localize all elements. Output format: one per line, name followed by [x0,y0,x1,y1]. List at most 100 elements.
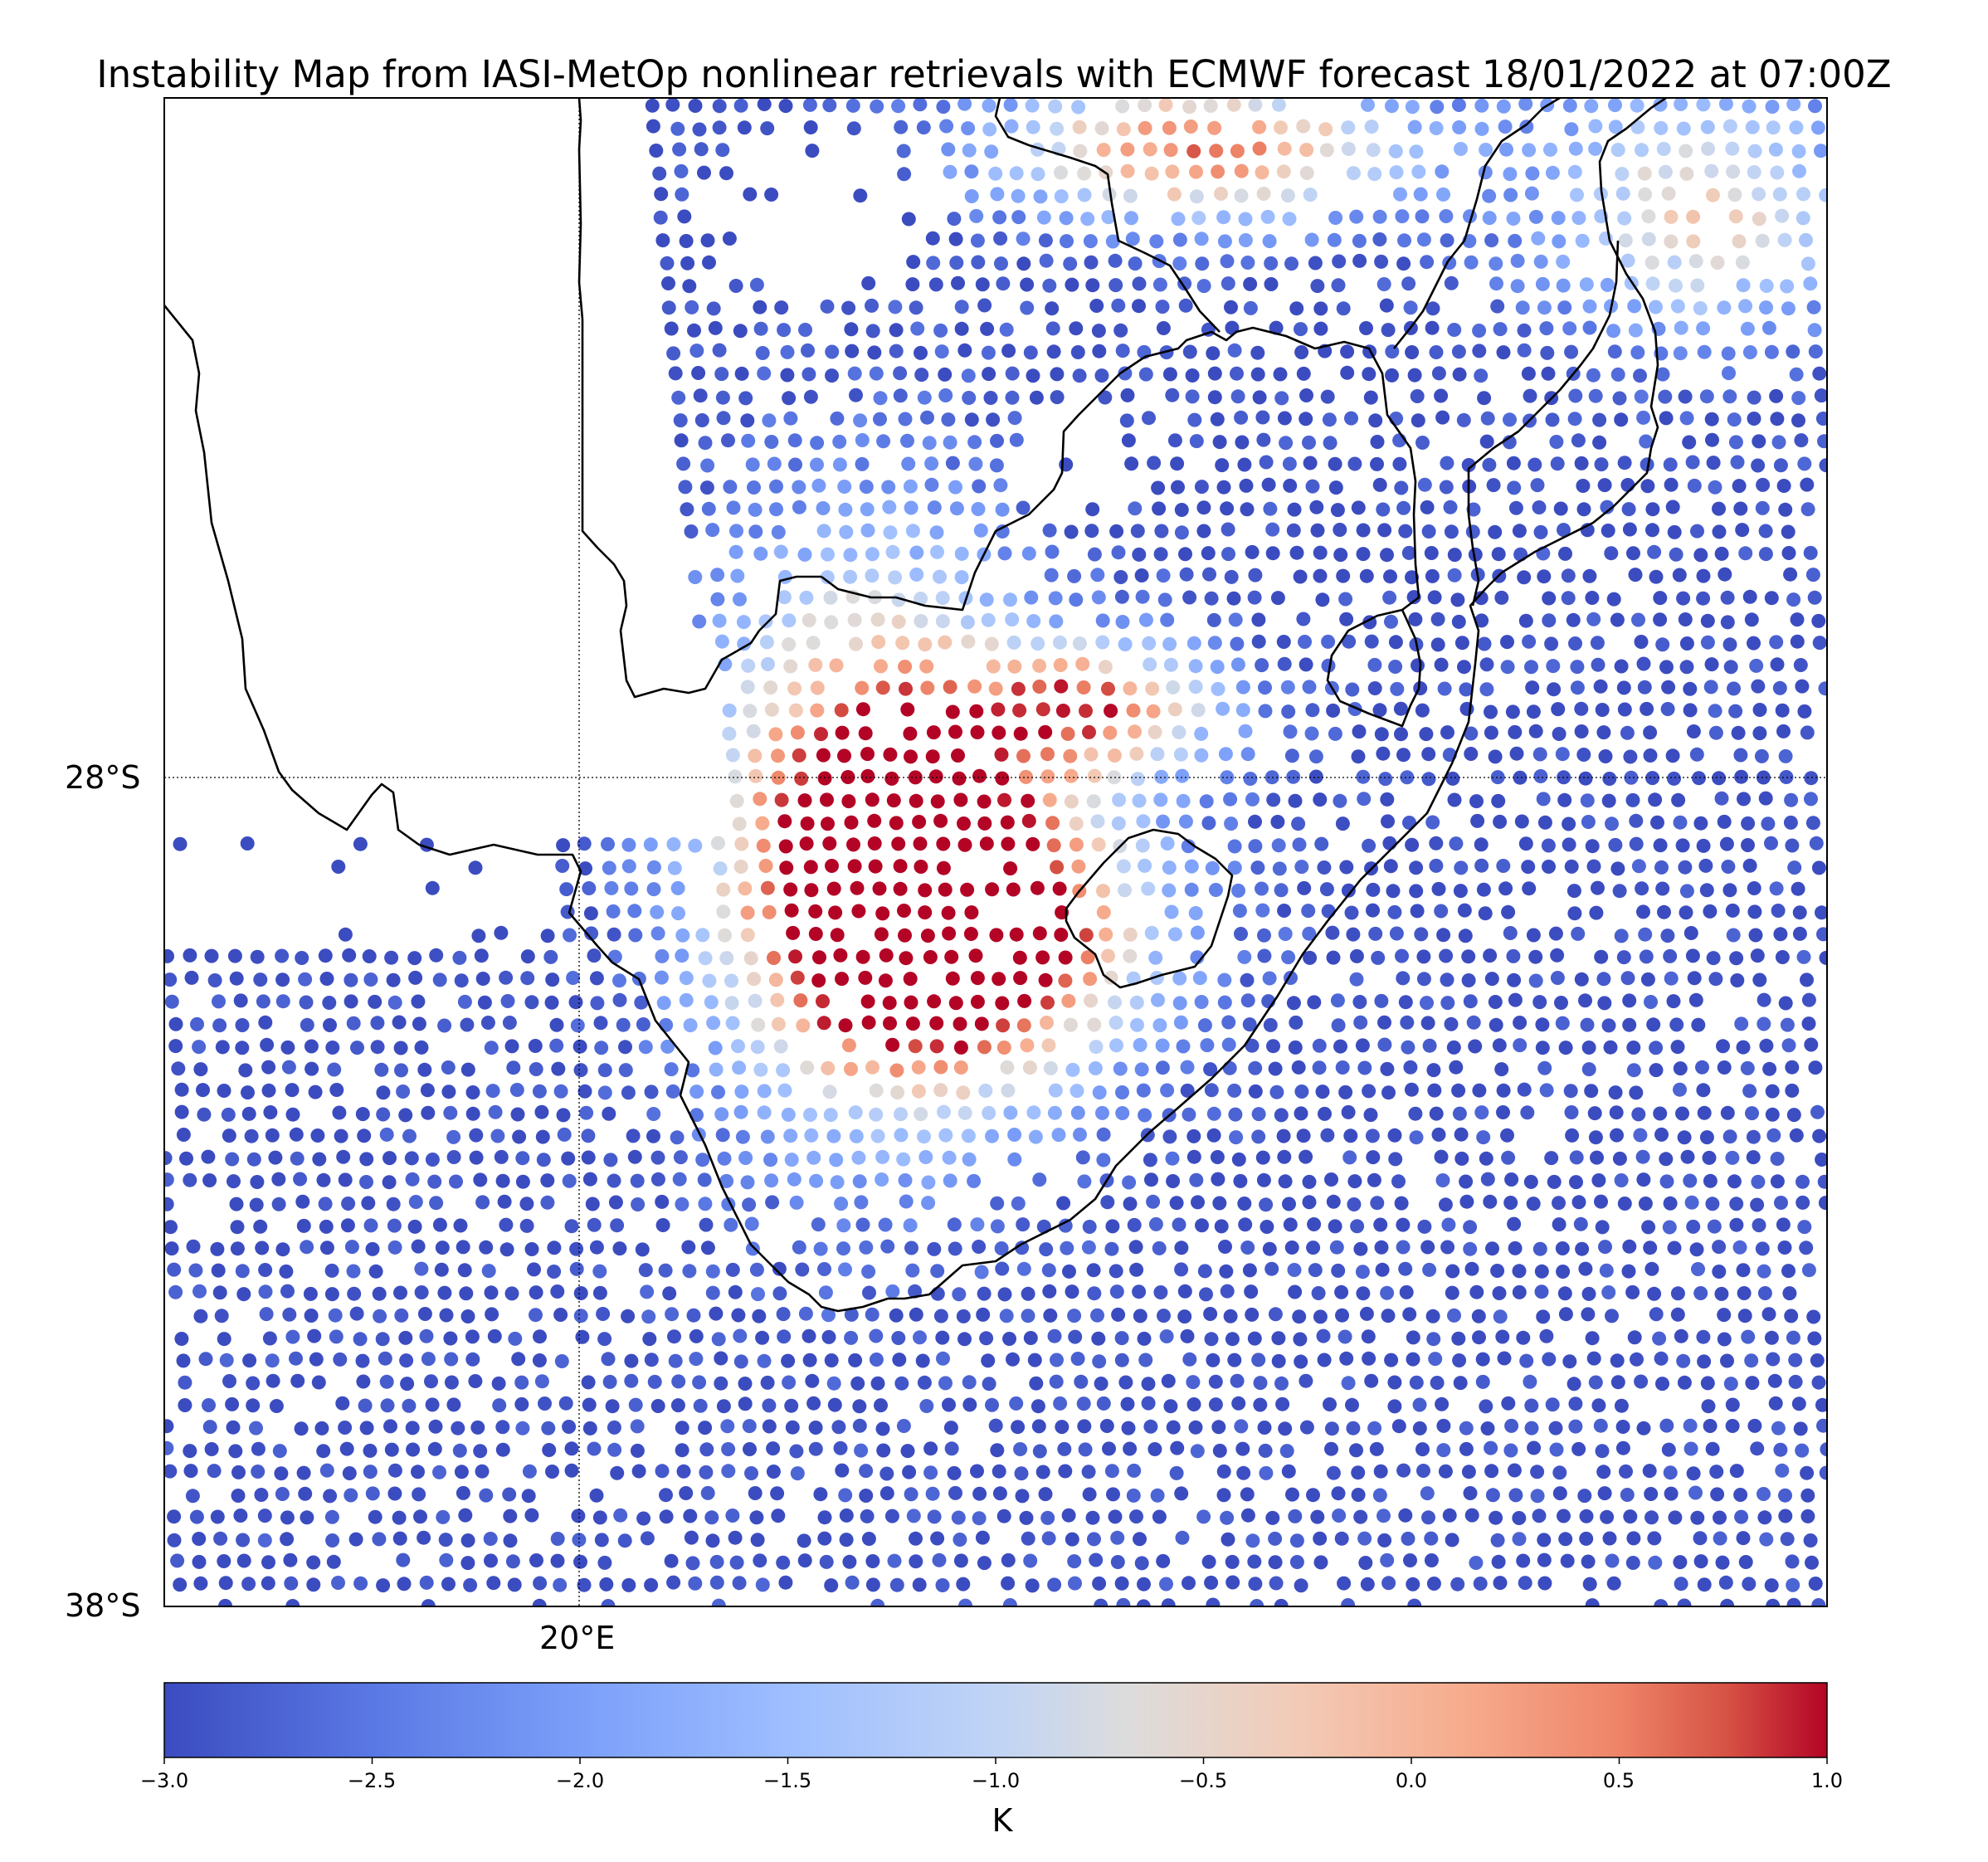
retrieval-point [1070,1084,1084,1099]
retrieval-point [1190,1444,1205,1459]
retrieval-point [1227,839,1242,854]
retrieval-point [942,1150,957,1165]
retrieval-point [1766,120,1781,135]
retrieval-point [1230,657,1245,672]
retrieval-point [820,570,835,585]
retrieval-point [435,1241,450,1255]
retrieval-point [1274,1108,1289,1123]
retrieval-point [1636,656,1651,671]
retrieval-point [1644,256,1659,270]
retrieval-point [1447,323,1462,337]
retrieval-point [527,1262,541,1277]
retrieval-point [579,1105,594,1120]
retrieval-point [1503,1443,1518,1458]
retrieval-point [1347,1174,1362,1189]
retrieval-point [1185,389,1200,404]
retrieval-point [1698,858,1713,873]
retrieval-point [1712,1265,1727,1279]
retrieval-point [1461,1465,1476,1479]
retrieval-point [1186,1128,1201,1143]
retrieval-point [1745,119,1760,134]
retrieval-point [1370,456,1384,471]
retrieval-point [1232,904,1247,919]
retrieval-point [193,1576,208,1591]
retrieval-point [1153,547,1168,562]
retrieval-point [1749,658,1764,673]
retrieval-point [1165,1151,1180,1166]
retrieval-point [688,838,703,853]
retrieval-point [1627,299,1642,314]
retrieval-point [393,1285,407,1300]
retrieval-point [1493,322,1508,337]
retrieval-point [603,1153,618,1167]
retrieval-point [1493,814,1508,829]
retrieval-point [1180,1328,1195,1343]
retrieval-point [778,99,793,114]
retrieval-point [763,1153,778,1167]
retrieval-point [1726,928,1741,943]
retrieval-point [1216,1488,1231,1503]
retrieval-point [1201,546,1216,561]
retrieval-point [178,1375,192,1390]
retrieval-point [728,1284,743,1299]
retrieval-point [869,1328,884,1343]
retrieval-point [1099,927,1113,942]
retrieval-point [407,1219,422,1234]
retrieval-point [733,1354,748,1369]
retrieval-point [1571,1441,1586,1456]
retrieval-point [1359,321,1373,335]
retrieval-point [1175,768,1190,783]
retrieval-point [427,1441,442,1456]
retrieval-point [797,547,812,562]
retrieval-point [1296,1128,1311,1143]
retrieval-point [1091,324,1106,339]
retrieval-point [984,636,999,651]
retrieval-point [740,1175,755,1190]
retrieval-point [712,613,727,628]
retrieval-point [1783,567,1798,582]
retrieval-point [951,275,965,290]
retrieval-point [997,792,1011,807]
retrieval-point [1289,1015,1303,1030]
retrieval-point [960,615,975,630]
retrieval-point [1490,299,1505,314]
retrieval-point [1134,1556,1149,1571]
retrieval-point [1206,1106,1221,1121]
retrieval-point [541,1421,556,1435]
retrieval-point [1070,1105,1085,1120]
retrieval-point [994,1241,1009,1255]
retrieval-point [327,1062,342,1077]
retrieval-point [1791,391,1806,406]
retrieval-point [202,1173,217,1187]
retrieval-point [1172,725,1186,739]
retrieval-point [1079,928,1094,943]
retrieval-point [1653,612,1668,627]
retrieval-point [550,1553,565,1568]
border-mozambique [1467,240,1620,607]
retrieval-point [1089,1552,1104,1567]
retrieval-point [1162,367,1177,382]
retrieval-point [861,1015,876,1030]
retrieval-point [709,1306,724,1321]
retrieval-point [192,1040,207,1055]
retrieval-point [1328,726,1342,741]
retrieval-point [1211,681,1225,696]
retrieval-point [868,859,883,874]
retrieval-point [1435,164,1450,179]
retrieval-point [1160,1083,1175,1098]
retrieval-point [1137,1331,1152,1346]
colorbar [163,1682,1828,1758]
retrieval-point [1284,1241,1299,1255]
retrieval-point [533,1576,548,1591]
retrieval-point [1466,1015,1481,1030]
retrieval-point [1356,523,1371,538]
retrieval-point [1631,859,1646,874]
retrieval-point [392,1531,407,1546]
retrieval-point [1608,837,1623,852]
retrieval-point [1174,1486,1189,1501]
retrieval-point [1055,704,1070,718]
retrieval-point [1252,141,1267,156]
retrieval-point [1143,142,1157,157]
retrieval-point [577,1084,592,1099]
retrieval-point [666,1575,681,1590]
